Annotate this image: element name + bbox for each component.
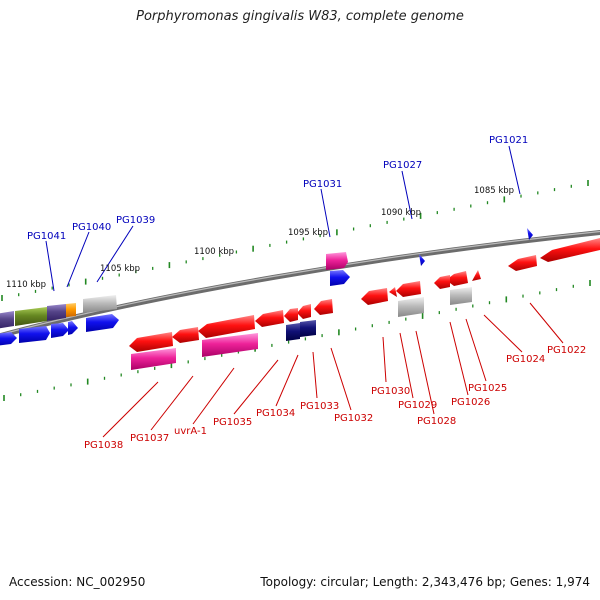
gene-pg1041[interactable] <box>51 323 69 338</box>
gene-pg1026[interactable] <box>434 275 450 289</box>
gene-label-pg1024[interactable]: PG1024 <box>506 354 545 365</box>
gene-left-slate[interactable] <box>0 311 14 329</box>
gene-olive[interactable] <box>15 307 47 326</box>
gene-pg1030[interactable] <box>361 288 388 305</box>
gene-pg1022[interactable] <box>540 238 600 262</box>
gene-uvra-1-b[interactable] <box>202 333 258 357</box>
gene-pg1029[interactable] <box>389 287 397 297</box>
kbp-label-1085: 1085 kbp <box>474 186 514 196</box>
map-title: Porphyromonas gingivalis W83, complete g… <box>136 9 464 24</box>
kbp-label-1095: 1095 kbp <box>288 228 328 238</box>
gene-pg1021[interactable] <box>527 228 533 240</box>
genome-backbone-highlight <box>0 230 600 336</box>
gene-pg1033[interactable] <box>297 304 311 319</box>
gene-label-pg1037[interactable]: PG1037 <box>130 433 169 444</box>
outer-tick-ring <box>1 180 589 301</box>
gene-label-pg1028[interactable]: PG1028 <box>417 416 456 427</box>
gene-left-blue-2[interactable] <box>0 332 17 346</box>
gene-label-pg1041[interactable]: PG1041 <box>27 231 66 242</box>
gene-label-pg1029[interactable]: PG1029 <box>398 400 437 411</box>
gene-label-pg1031[interactable]: PG1031 <box>303 179 342 190</box>
gene-label-uvra-1[interactable]: uvrA-1 <box>174 426 207 437</box>
gene-label-pg1033[interactable]: PG1033 <box>300 401 339 412</box>
kbp-label-1105: 1105 kbp <box>100 264 140 274</box>
kbp-label-1110: 1110 kbp <box>6 280 46 290</box>
gene-pg1027[interactable] <box>419 254 425 266</box>
gene-pg1024[interactable] <box>472 270 481 281</box>
gene-label-pg1040[interactable]: PG1040 <box>72 222 111 233</box>
accession-text: Accession: NC_002950 <box>9 575 146 589</box>
gene-features <box>0 228 600 370</box>
genome-summary: Topology: circular; Length: 2,343,476 bp… <box>260 575 590 589</box>
gene-pg1029-b[interactable] <box>398 297 424 317</box>
gene-pg1028[interactable] <box>396 281 421 297</box>
gene-pg1034[interactable] <box>284 308 298 322</box>
inner-tick-ring <box>3 280 591 401</box>
gene-pg1039-gray[interactable] <box>83 295 117 313</box>
gene-uvra-1[interactable] <box>198 315 255 338</box>
gene-label-pg1021[interactable]: PG1021 <box>489 135 528 146</box>
reverse-gene-labels: PG1022 PG1024 PG1025 PG1026 PG1028 PG102… <box>84 345 586 451</box>
kbp-label-1090: 1090 kbp <box>381 208 421 218</box>
gene-label-pg1032[interactable]: PG1032 <box>334 413 373 424</box>
gene-pg1033-b[interactable] <box>300 320 316 337</box>
gene-label-pg1034[interactable]: PG1034 <box>256 408 295 419</box>
gene-label-pg1039[interactable]: PG1039 <box>116 215 155 226</box>
genome-backbone <box>0 230 600 339</box>
kbp-scale-labels: 1085 kbp 1090 kbp 1095 kbp 1100 kbp 1105… <box>6 186 514 290</box>
gene-pg1026-b[interactable] <box>450 287 472 305</box>
gene-pg1038-b[interactable] <box>131 348 176 370</box>
gene-pg1040-orange[interactable] <box>66 303 76 317</box>
gene-label-pg1026[interactable]: PG1026 <box>451 397 490 408</box>
gene-label-pg1035[interactable]: PG1035 <box>213 417 252 428</box>
gene-pg1022-b[interactable] <box>508 255 537 271</box>
gene-pg1034-b[interactable] <box>286 323 300 341</box>
gene-pg1040[interactable] <box>68 321 78 335</box>
leader-lines <box>45 145 564 438</box>
gene-pg1031[interactable] <box>326 252 348 270</box>
gene-pg1038[interactable] <box>129 332 173 352</box>
gene-label-pg1038[interactable]: PG1038 <box>84 440 123 451</box>
gene-pg1025[interactable] <box>446 271 468 286</box>
kbp-label-1100: 1100 kbp <box>194 247 234 257</box>
gene-pg1037[interactable] <box>172 327 199 343</box>
gene-pg1041-slate[interactable] <box>47 304 66 321</box>
gene-left-blue[interactable] <box>19 326 50 343</box>
gene-label-pg1030[interactable]: PG1030 <box>371 386 410 397</box>
gene-pg1039[interactable] <box>86 314 119 332</box>
gene-pg1032[interactable] <box>314 299 333 315</box>
gene-label-pg1027[interactable]: PG1027 <box>383 160 422 171</box>
gene-pg1031-b[interactable] <box>330 270 350 286</box>
gene-pg1035[interactable] <box>255 310 284 327</box>
forward-gene-labels: PG1021 PG1027 PG1031 PG1039 PG1040 PG104… <box>27 135 528 242</box>
gene-label-pg1022[interactable]: PG1022 <box>547 345 586 356</box>
gene-label-pg1025[interactable]: PG1025 <box>468 383 507 394</box>
